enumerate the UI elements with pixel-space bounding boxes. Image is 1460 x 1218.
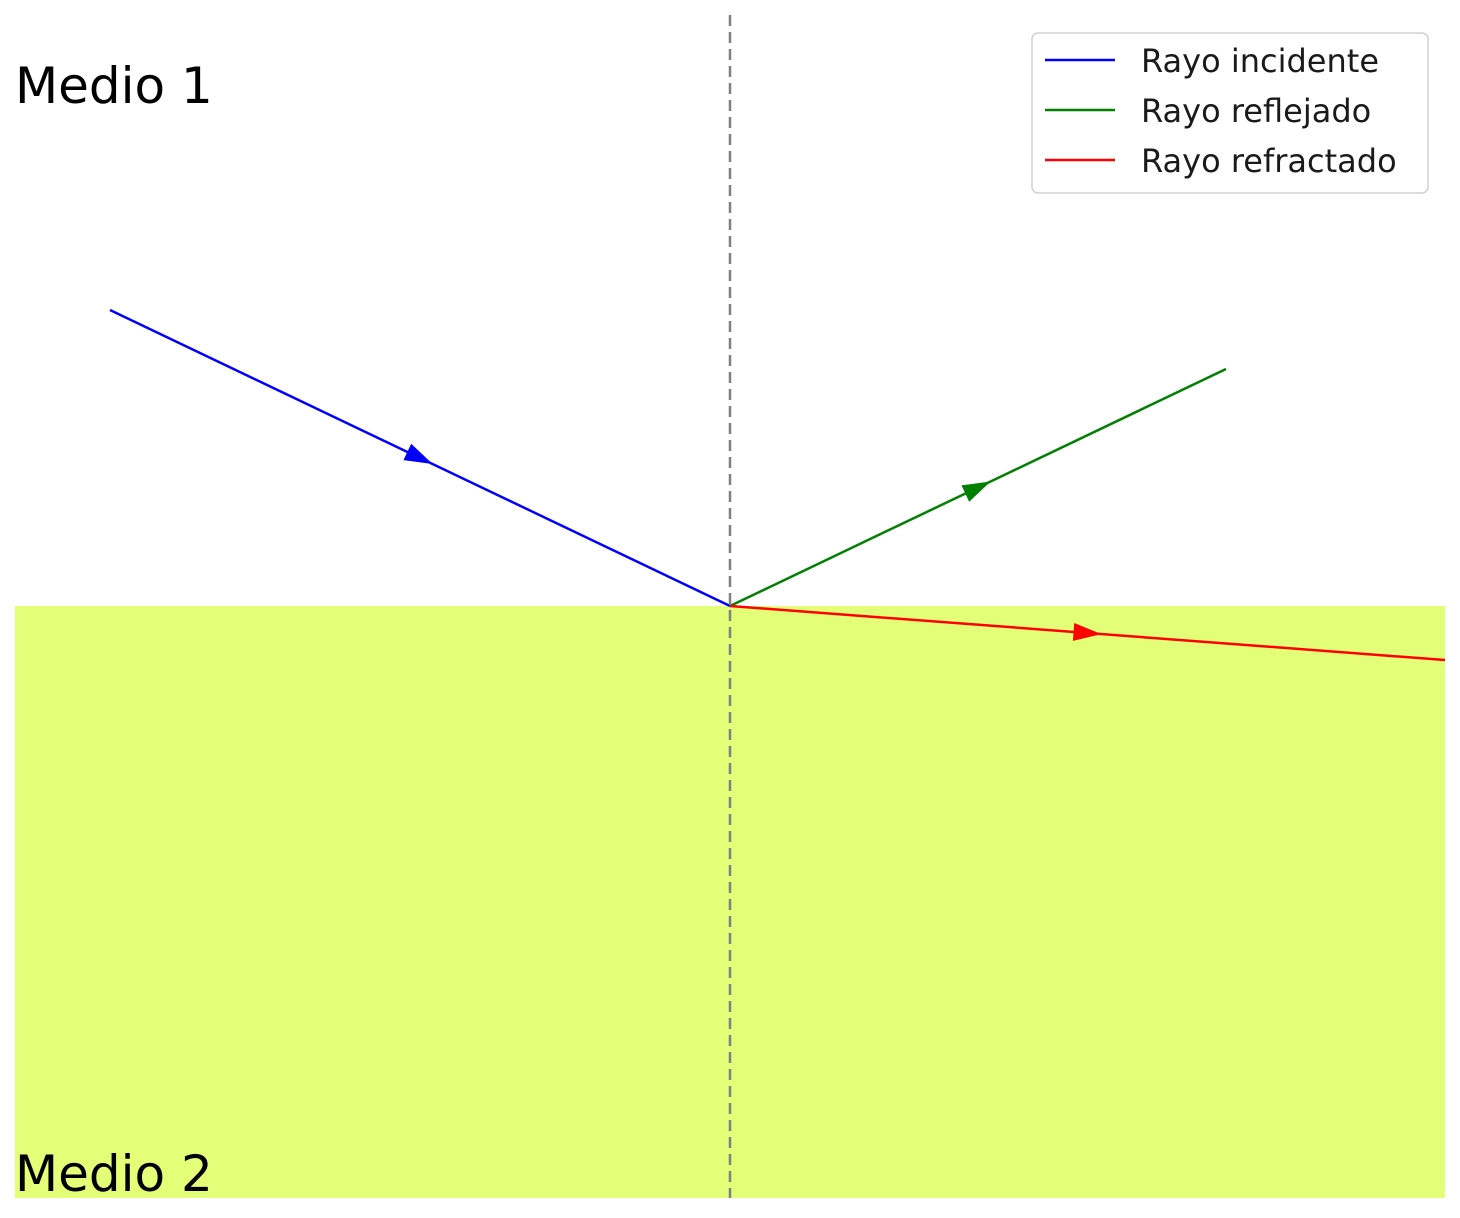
medium-1-label: Medio 1 bbox=[15, 57, 213, 115]
legend: Rayo incidente Rayo reflejado Rayo refra… bbox=[1031, 32, 1429, 194]
legend-label-incident: Rayo incidente bbox=[1141, 42, 1379, 80]
incident-ray-arrow bbox=[403, 443, 433, 464]
refracted-ray-arrow bbox=[1072, 623, 1102, 641]
legend-label-refracted: Rayo refractado bbox=[1141, 142, 1397, 180]
medium-2-label: Medio 2 bbox=[15, 1145, 213, 1203]
reflected-ray-arrow bbox=[961, 481, 991, 502]
legend-box bbox=[1031, 32, 1429, 194]
legend-label-reflected: Rayo reflejado bbox=[1141, 92, 1371, 130]
